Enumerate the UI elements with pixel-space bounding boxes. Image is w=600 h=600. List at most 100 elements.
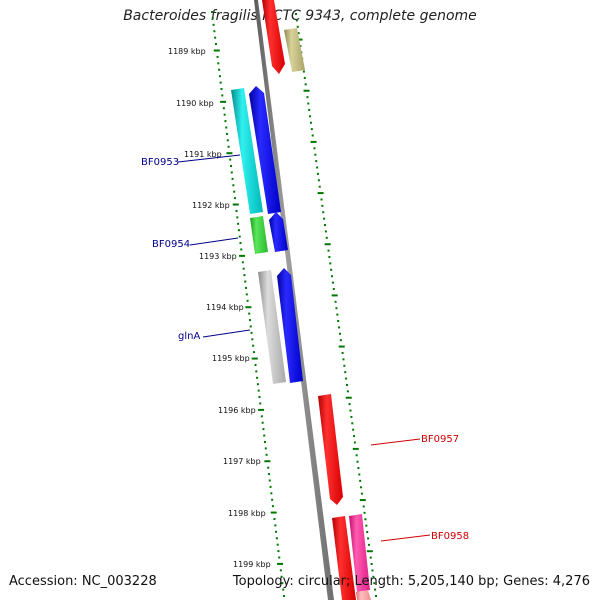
minor-tick bbox=[233, 197, 236, 200]
minor-tick bbox=[307, 102, 310, 105]
minor-tick bbox=[314, 153, 317, 156]
minor-tick bbox=[244, 280, 247, 283]
gene-light-red-feature[interactable] bbox=[356, 590, 371, 600]
scale-label: 1195 kbp bbox=[212, 354, 250, 363]
scale-label: 1193 kbp bbox=[199, 252, 237, 261]
minor-tick bbox=[313, 147, 316, 150]
gene-label-glna[interactable]: glnA bbox=[178, 331, 200, 342]
gene-olive-feature[interactable] bbox=[284, 28, 305, 72]
minor-tick bbox=[227, 145, 230, 148]
gene-label-bf0953[interactable]: BF0953 bbox=[141, 157, 179, 168]
leader-line bbox=[177, 154, 241, 163]
minor-tick bbox=[251, 338, 254, 341]
minor-tick bbox=[282, 588, 285, 591]
minor-tick bbox=[281, 582, 284, 585]
minor-tick bbox=[255, 370, 258, 373]
minor-tick bbox=[315, 160, 318, 163]
gene-red-bottom-feature[interactable] bbox=[332, 516, 356, 600]
minor-tick bbox=[317, 179, 320, 182]
scale-label: 1196 kbp bbox=[218, 406, 256, 415]
minor-tick bbox=[248, 312, 251, 315]
minor-tick bbox=[367, 537, 370, 540]
forward-strand-genes bbox=[249, 28, 371, 600]
scale-label: 1191 kbp bbox=[184, 150, 222, 159]
minor-tick bbox=[248, 319, 251, 322]
minor-tick bbox=[353, 435, 356, 438]
gene-label-bf0954[interactable]: BF0954 bbox=[152, 239, 190, 250]
major-tick bbox=[324, 243, 331, 246]
major-tick bbox=[345, 396, 352, 399]
minor-tick bbox=[242, 267, 245, 270]
gene-blue-2-feature[interactable] bbox=[269, 212, 288, 252]
major-tick bbox=[270, 511, 277, 514]
minor-tick bbox=[331, 275, 334, 278]
minor-tick bbox=[349, 409, 352, 412]
minor-tick bbox=[375, 595, 377, 597]
minor-tick bbox=[362, 505, 365, 508]
minor-tick bbox=[259, 402, 262, 405]
gene-blue-1-feature[interactable] bbox=[249, 86, 281, 214]
leader-line bbox=[380, 534, 431, 542]
gene-bf0958-feature[interactable] bbox=[349, 514, 370, 592]
minor-tick bbox=[279, 569, 282, 572]
minor-tick bbox=[214, 36, 217, 39]
minor-tick bbox=[267, 473, 270, 476]
accession-text: Accession: NC_003228 bbox=[9, 574, 157, 589]
minor-tick bbox=[358, 473, 361, 476]
major-tick bbox=[220, 100, 227, 103]
gene-red-top-feature[interactable] bbox=[262, 0, 285, 74]
minor-tick bbox=[372, 575, 375, 578]
minor-tick bbox=[370, 563, 373, 566]
gene-blue-3-feature[interactable] bbox=[277, 268, 303, 383]
scale-label: 1192 kbp bbox=[192, 201, 230, 210]
minor-tick bbox=[369, 556, 372, 559]
major-tick bbox=[352, 447, 359, 450]
minor-tick bbox=[339, 339, 342, 342]
minor-tick bbox=[331, 281, 334, 284]
minor-tick bbox=[252, 344, 255, 347]
gene-bf0953-feature[interactable] bbox=[231, 88, 263, 214]
minor-tick bbox=[308, 108, 311, 111]
minor-tick bbox=[240, 248, 243, 251]
minor-tick bbox=[309, 121, 312, 124]
minor-tick bbox=[273, 517, 276, 520]
major-tick bbox=[232, 203, 239, 206]
minor-tick bbox=[233, 190, 236, 193]
minor-tick bbox=[344, 371, 347, 374]
minor-tick bbox=[355, 454, 358, 457]
minor-tick bbox=[297, 32, 300, 35]
scale-label: 1189 kbp bbox=[168, 47, 206, 56]
minor-tick bbox=[353, 441, 356, 444]
minor-tick bbox=[304, 83, 307, 86]
minor-tick bbox=[264, 447, 267, 450]
minor-tick bbox=[241, 261, 244, 264]
major-tick bbox=[226, 152, 233, 155]
gene-label-bf0958[interactable]: BF0958 bbox=[431, 531, 469, 542]
minor-tick bbox=[335, 307, 338, 310]
minor-tick bbox=[365, 524, 368, 527]
scale-label: 1190 kbp bbox=[176, 99, 214, 108]
gene-label-bf0957[interactable]: BF0957 bbox=[421, 434, 459, 445]
gene-bf0954-feature[interactable] bbox=[250, 216, 268, 254]
gene-bf0957-feature[interactable] bbox=[318, 394, 343, 505]
minor-tick bbox=[271, 498, 274, 501]
gene-glna-feature[interactable] bbox=[258, 270, 286, 384]
minor-tick bbox=[237, 229, 240, 232]
minor-tick bbox=[356, 460, 359, 463]
minor-tick bbox=[278, 556, 281, 559]
tick-guides bbox=[211, 11, 377, 597]
minor-tick bbox=[327, 249, 330, 252]
minor-tick bbox=[338, 332, 341, 335]
minor-tick bbox=[268, 479, 271, 482]
minor-tick bbox=[330, 268, 333, 271]
minor-tick bbox=[258, 396, 261, 399]
minor-tick bbox=[334, 300, 337, 303]
major-tick bbox=[245, 306, 252, 309]
scale-label: 1198 kbp bbox=[228, 509, 266, 518]
minor-tick bbox=[280, 575, 283, 578]
minor-tick bbox=[270, 492, 273, 495]
minor-tick bbox=[360, 486, 363, 489]
minor-tick bbox=[239, 242, 242, 245]
minor-tick bbox=[316, 172, 319, 175]
minor-tick bbox=[328, 256, 331, 259]
